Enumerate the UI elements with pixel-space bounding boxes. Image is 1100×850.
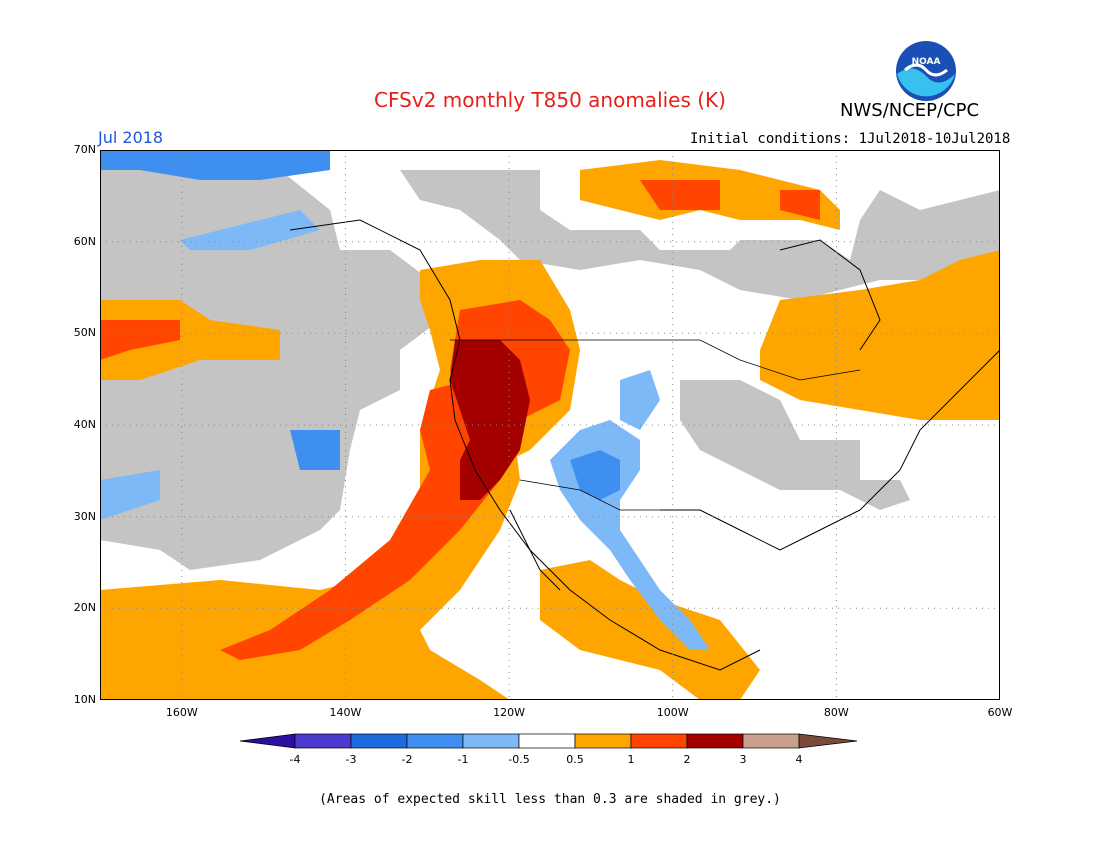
lon-label: 120W: [493, 706, 526, 719]
lon-label: 80W: [823, 706, 849, 719]
orange-region-pacific-south: [100, 400, 520, 700]
map-frame: [100, 150, 1000, 700]
darkred-region-northwest: [450, 340, 530, 500]
orange-region-northeast: [760, 250, 1000, 420]
coastline-gulf: [660, 349, 1000, 551]
grey-region-pacific: [100, 170, 440, 570]
legend-tick-label: 2: [684, 753, 691, 766]
legend-tick-label: -1: [458, 753, 469, 766]
red-region-canada: [640, 180, 820, 220]
us-mexico-border: [519, 479, 660, 511]
legend-tick-label: 1: [628, 753, 635, 766]
legend-swatch: [462, 733, 520, 749]
legend-swatch: [686, 733, 744, 749]
lon-label: 140W: [329, 706, 362, 719]
grey-region-us: [680, 380, 910, 510]
legend-tick-label: 0.5: [566, 753, 584, 766]
blue-region-pacific-west: [100, 470, 160, 520]
coastline-west: [289, 219, 761, 671]
legend-swatch: [742, 733, 800, 749]
red-region-north-pacific: [100, 320, 180, 360]
legend-arrow-low: [240, 733, 296, 749]
legend-tick-label: -3: [346, 753, 357, 766]
legend-tick-label: -0.5: [508, 753, 529, 766]
blue-region-southwest-deep: [570, 450, 620, 500]
lat-label: 40N: [73, 418, 96, 431]
lat-label: 70N: [73, 143, 96, 156]
legend-swatch: [574, 733, 632, 749]
lon-label: 160W: [165, 706, 198, 719]
us-canada-border: [450, 339, 861, 381]
blue-region-arctic: [100, 150, 330, 180]
legend-tick-labels: -4 -3 -2 -1 -0.5 0.5 1 2 3 4: [290, 753, 803, 766]
legend-swatch: [350, 733, 408, 749]
legend-tick-label: 4: [796, 753, 803, 766]
grey-region-canada: [400, 170, 1000, 300]
lat-label: 50N: [73, 326, 96, 340]
lat-label: 10N: [73, 693, 96, 706]
legend-swatch: [630, 733, 688, 749]
noaa-logo-icon: NOAA: [896, 41, 956, 101]
lon-label: 60W: [987, 706, 1013, 719]
logo-text: NOAA: [912, 57, 941, 67]
coastlines: [289, 219, 1000, 671]
legend-tick-label: 3: [740, 753, 747, 766]
legend-swatch: [294, 733, 352, 749]
legend-swatches: [240, 733, 858, 749]
blue-region-plains: [620, 370, 660, 430]
figure-title: CFSv2 monthly T850 anomalies (K): [374, 88, 726, 112]
baja-california: [509, 509, 561, 591]
color-legend: -4 -3 -2 -1 -0.5 0.5 1 2 3 4: [240, 733, 858, 766]
legend-swatch: [518, 733, 576, 749]
blue-region-alaska: [180, 210, 320, 250]
borders: [450, 339, 861, 511]
red-region-pacific-band: [220, 380, 520, 660]
legend-arrow-high: [798, 733, 858, 749]
coastline-hudson: [779, 239, 881, 351]
legend-tick-label: -2: [402, 753, 413, 766]
footnote: (Areas of expected skill less than 0.3 a…: [319, 792, 781, 807]
month-label: Jul 2018: [98, 128, 164, 147]
lat-label: 30N: [73, 509, 96, 523]
lat-label: 60N: [73, 234, 96, 248]
anomaly-fields: [100, 150, 1000, 700]
org-label: NWS/NCEP/CPC: [840, 100, 980, 121]
lon-label: 100W: [656, 706, 689, 719]
graticule: [100, 150, 1000, 700]
legend-swatch: [406, 733, 464, 749]
initial-conditions-label: Initial conditions: 1Jul2018-10Jul2018: [690, 131, 1011, 147]
blue-region-pacific: [290, 430, 340, 470]
legend-tick-label: -4: [290, 753, 301, 766]
lat-label: 20N: [73, 601, 96, 615]
anomaly-map: [100, 150, 1000, 700]
